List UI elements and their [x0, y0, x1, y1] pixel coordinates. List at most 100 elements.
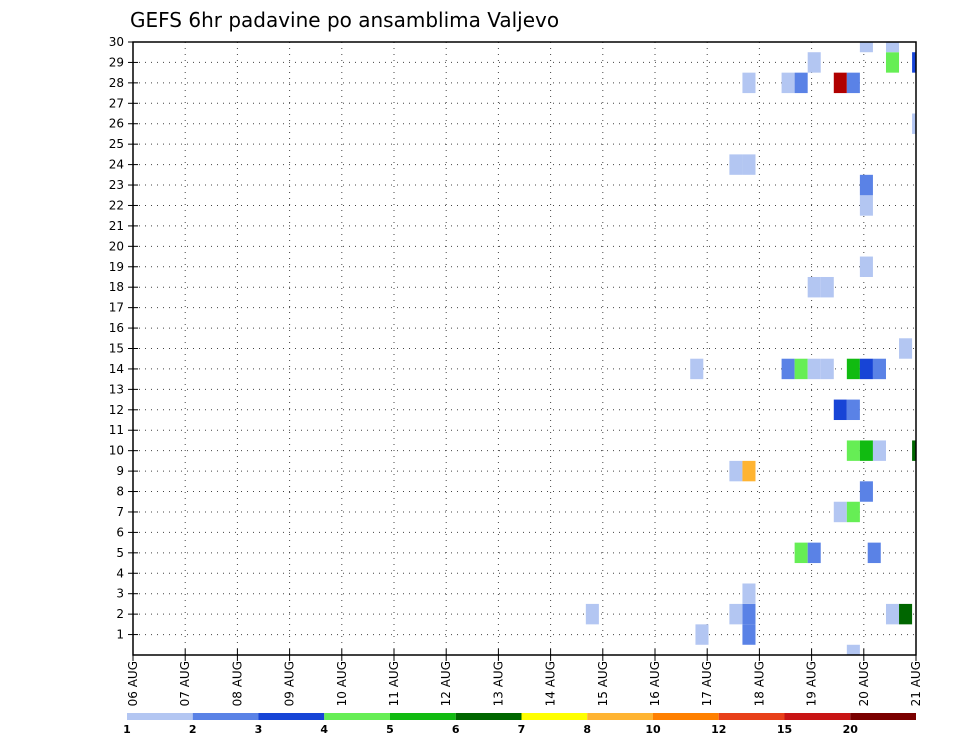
y-tick-label: 2 [116, 607, 124, 621]
y-tick-label: 5 [116, 546, 124, 560]
precip-cell [807, 52, 821, 73]
y-tick-label: 26 [109, 117, 124, 131]
y-tick-label: 4 [116, 566, 124, 580]
y-tick-label: 29 [109, 55, 124, 69]
x-tick-label: 20 AUG [857, 661, 871, 706]
y-tick-label: 25 [109, 137, 124, 151]
precip-cell [899, 603, 913, 625]
y-tick-label: 19 [109, 260, 124, 274]
x-tick-label: 16 AUG [648, 661, 662, 706]
precip-cell [833, 72, 847, 94]
x-tick-label: 12 AUG [439, 661, 453, 706]
y-tick-label: 14 [109, 362, 124, 376]
precip-cell [742, 624, 756, 645]
legend-swatch [455, 713, 522, 720]
precip-cell [899, 338, 913, 359]
legend-label: 6 [452, 723, 460, 736]
x-tick-label: 06 AUG [126, 661, 140, 706]
y-tick-label: 9 [116, 464, 124, 478]
legend-swatch [653, 713, 719, 720]
chart-title: GEFS 6hr padavine po ansamblima Valjevo [130, 8, 559, 32]
legend-swatch [587, 713, 653, 720]
y-tick-label: 13 [109, 382, 124, 396]
y-tick-label: 20 [109, 239, 124, 253]
y-tick-label: 21 [109, 219, 124, 233]
y-tick-label: 24 [109, 158, 124, 172]
precip-cell [912, 52, 916, 73]
precip-cell [912, 440, 916, 461]
precip-cell [690, 358, 704, 380]
legend-label: 5 [386, 723, 394, 736]
y-tick-label: 1 [116, 628, 124, 642]
precip-cell [807, 358, 821, 380]
precip-cell [695, 624, 709, 645]
x-tick-label: 14 AUG [544, 661, 558, 706]
legend-label: 10 [645, 723, 661, 736]
color-legend: 1 2 3 4 5 6 7 8 10 12 15 20 [123, 713, 916, 736]
precip-cell [729, 460, 743, 482]
legend-label: 4 [320, 723, 328, 736]
x-tick-label: 18 AUG [752, 661, 766, 706]
legend-swatch [258, 713, 325, 720]
legend-swatch [718, 713, 785, 720]
precip-cell [846, 644, 860, 655]
precip-cell [846, 72, 860, 94]
precip-cell [742, 460, 756, 482]
x-tick-label: 07 AUG [178, 661, 192, 706]
precip-cell [807, 542, 821, 564]
precip-cell [885, 603, 900, 625]
y-tick-label: 12 [109, 403, 124, 417]
precip-cell [742, 603, 756, 625]
precip-cell [807, 276, 821, 298]
x-tick-label: 17 AUG [700, 661, 714, 706]
precip-cell [794, 72, 808, 94]
legend-label: 3 [255, 723, 263, 736]
x-tick-label: 11 AUG [387, 661, 401, 706]
precip-cell [794, 542, 808, 564]
precip-cell [742, 72, 756, 94]
precip-cell [859, 256, 873, 277]
precip-cell [742, 154, 756, 175]
precip-cell [872, 358, 886, 380]
precip-cell [885, 52, 900, 73]
legend-swatch [127, 713, 193, 720]
legend-label: 7 [518, 723, 526, 736]
legend-swatch [521, 713, 588, 720]
legend-label: 1 [123, 723, 131, 736]
y-tick-label: 30 [109, 35, 124, 49]
x-tick-label: 08 AUG [230, 661, 244, 706]
y-tick-label: 23 [109, 178, 124, 192]
legend-label: 20 [843, 723, 859, 736]
x-tick-label: 15 AUG [596, 661, 610, 706]
x-tick-label: 21 AUG [909, 661, 923, 706]
precip-cell [867, 542, 881, 564]
x-tick-label: 19 AUG [805, 661, 819, 706]
y-tick-label: 10 [109, 444, 124, 458]
precip-cell [846, 358, 860, 380]
precip-cell [742, 583, 756, 604]
precip-cell [859, 174, 873, 196]
legend-label: 12 [711, 723, 726, 736]
precip-cell [885, 42, 900, 53]
legend-swatch [390, 713, 456, 720]
y-tick-label: 15 [109, 342, 124, 356]
x-axis: 06 AUG 07 AUG 08 AUG 09 AUG 10 AUG 11 AUG 12 A… [126, 649, 923, 706]
y-tick-label: 28 [109, 76, 124, 90]
y-tick-label: 6 [116, 525, 124, 539]
precip-cell [872, 440, 886, 461]
precip-cell [794, 358, 808, 380]
precip-cell [846, 440, 860, 461]
precip-cell [781, 72, 795, 94]
y-tick-label: 17 [109, 301, 124, 315]
y-tick-label: 16 [109, 321, 124, 335]
precip-cell [859, 440, 873, 461]
precip-cell [820, 358, 834, 380]
precip-cell [859, 42, 873, 53]
precip-cell [846, 501, 860, 523]
x-tick-label: 10 AUG [335, 661, 349, 706]
precip-cell [859, 195, 873, 216]
precip-cell [859, 358, 873, 380]
y-tick-label: 18 [109, 280, 124, 294]
legend-label: 8 [583, 723, 591, 736]
